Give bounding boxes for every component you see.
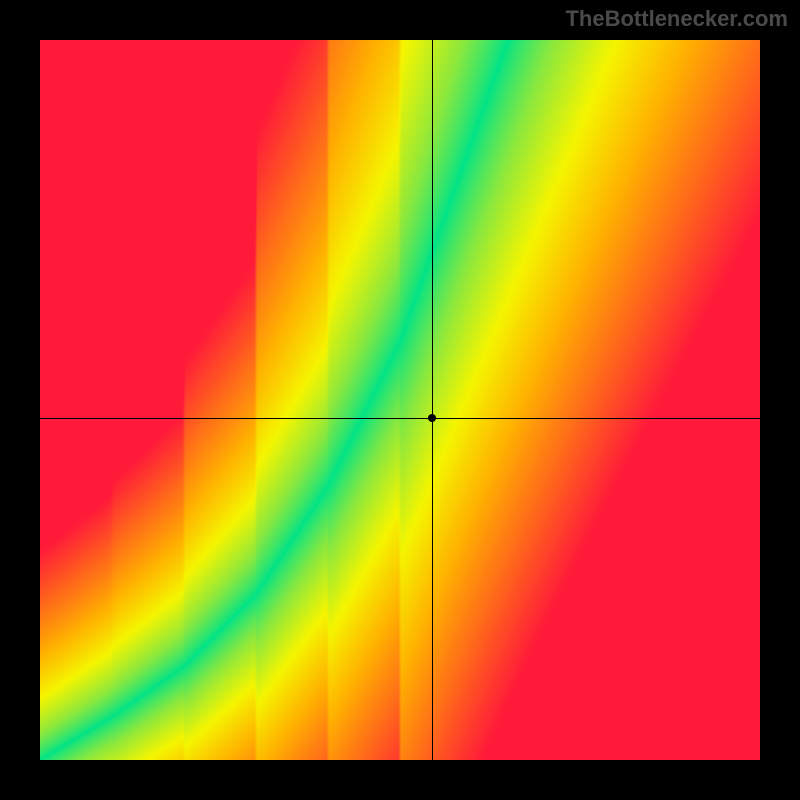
crosshair-horizontal [40, 418, 760, 419]
heatmap-plot [40, 40, 760, 760]
crosshair-vertical [432, 40, 433, 760]
watermark-text: TheBottlenecker.com [565, 6, 788, 32]
crosshair-marker [428, 414, 436, 422]
heatmap-canvas [40, 40, 760, 760]
